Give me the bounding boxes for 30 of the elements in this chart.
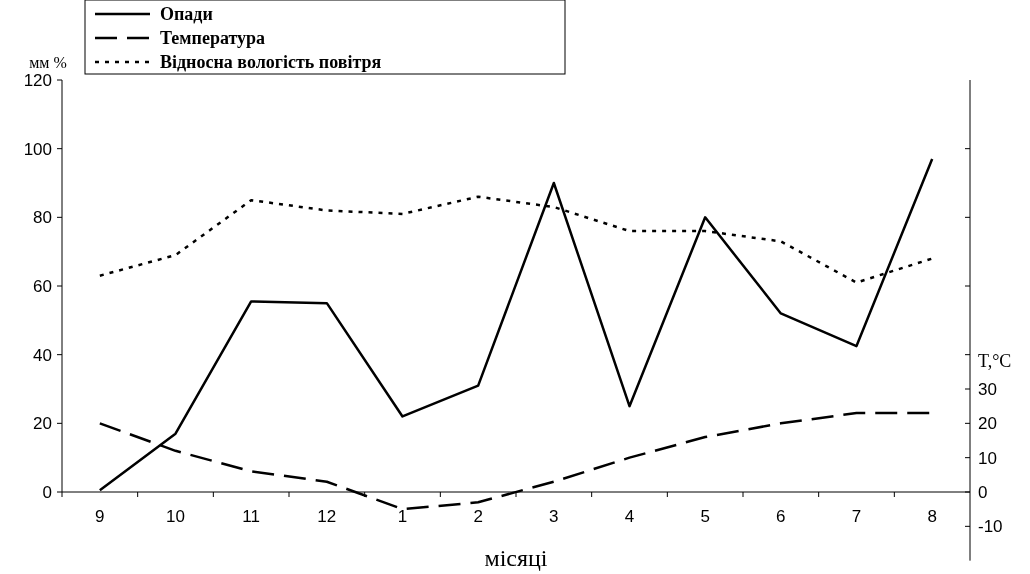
y-tick-label: 40 xyxy=(33,345,52,365)
y2-tick-label: 0 xyxy=(978,482,988,502)
x-axis-title: місяці xyxy=(484,545,548,571)
x-tick-label: 9 xyxy=(95,507,105,526)
x-tick-label: 1 xyxy=(397,507,408,526)
y2-tick-label: -10 xyxy=(978,517,1003,537)
y2-tick-label: 10 xyxy=(978,448,997,468)
y2-tick-label: 20 xyxy=(978,414,997,434)
x-tick-label: 5 xyxy=(700,507,710,526)
x-tick-label: 12 xyxy=(317,507,337,526)
x-tick-label: 8 xyxy=(927,507,937,526)
y-tick-label: 60 xyxy=(33,276,52,296)
x-tick-label: 7 xyxy=(851,507,862,526)
legend-label: Опади xyxy=(160,4,213,25)
x-tick-label: 4 xyxy=(624,507,635,526)
y-axis-title: мм % xyxy=(29,54,67,71)
legend-label: Відносна вологість повітря xyxy=(160,52,382,73)
y-tick-label: 0 xyxy=(42,482,52,502)
x-tick-label: 2 xyxy=(473,507,483,526)
x-tick-label: 10 xyxy=(166,507,185,526)
y-tick-label: 80 xyxy=(33,208,52,228)
y2-tick-label: 30 xyxy=(978,379,997,399)
y2-axis-title: T,°C xyxy=(978,351,1012,371)
legend-label: Температура xyxy=(160,28,266,49)
x-tick-label: 3 xyxy=(549,507,559,526)
x-tick-label: 6 xyxy=(776,507,786,526)
y-tick-label: 20 xyxy=(33,414,52,434)
x-tick-label: 11 xyxy=(242,507,260,526)
y-tick-label: 100 xyxy=(23,139,52,159)
y-tick-label: 120 xyxy=(23,70,52,90)
